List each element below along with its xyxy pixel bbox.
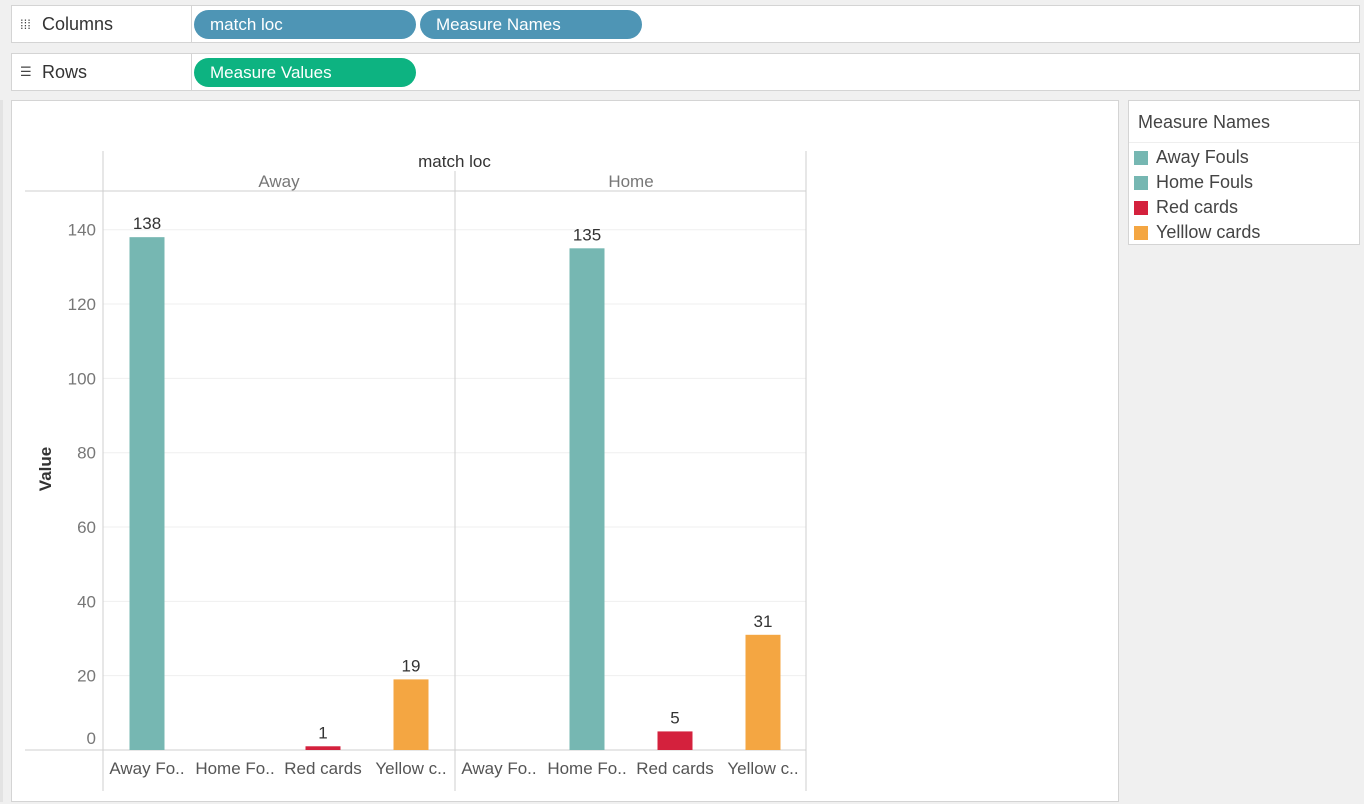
legend-item-home-fouls[interactable]: Home Fouls — [1134, 172, 1253, 193]
y-tick-label: 120 — [68, 295, 96, 314]
bar-home-2 — [657, 731, 693, 750]
viz-canvas[interactable]: match loc Away Home 0 20 40 60 80 100 120 140 Value… — [11, 100, 1119, 802]
legend-divider — [1129, 142, 1359, 143]
legend-item-away-fouls[interactable]: Away Fouls — [1134, 147, 1249, 168]
y-tick-label: 140 — [68, 221, 96, 240]
legend-card[interactable]: Measure Names Away Fouls Home Fouls Red … — [1128, 100, 1360, 245]
columns-label-text: Columns — [42, 13, 114, 34]
bar-away-0 — [129, 237, 165, 750]
x-tick-label: Yellow c.. — [375, 759, 446, 778]
bar-away-2 — [305, 746, 341, 750]
rows-label-text: Rows — [42, 61, 88, 82]
legend-item-label: Away Fouls — [1156, 147, 1249, 167]
group-header-away: Away — [258, 172, 300, 191]
legend-title: Measure Names — [1138, 112, 1271, 132]
data-label: 138 — [133, 214, 161, 233]
legend-item-red-cards[interactable]: Red cards — [1134, 197, 1238, 218]
y-tick-label: 60 — [77, 518, 96, 537]
x-tick-label: Red cards — [636, 759, 713, 778]
bar-home-3 — [745, 634, 781, 750]
rows-shelf[interactable]: ☰ Rows Measure Values — [11, 53, 1360, 91]
rows-shelf-label: ☰ Rows — [12, 54, 192, 90]
legend-item-label: Red cards — [1156, 197, 1239, 217]
x-tick-label: Away Fo.. — [461, 759, 536, 778]
columns-shelf-label: ⁞⁞⁞ Columns — [12, 6, 192, 42]
data-label: 31 — [754, 612, 773, 631]
bar-home-1 — [569, 248, 605, 751]
legend-swatch — [1134, 175, 1148, 190]
legend-item-label: Yelllow cards — [1156, 222, 1261, 242]
y-tick-label: 80 — [77, 444, 96, 463]
columns-icon: ⁞⁞⁞ — [20, 16, 31, 32]
x-tick-label: Home Fo.. — [195, 759, 274, 778]
y-tick-label: 0 — [87, 729, 96, 748]
x-tick-label: Away Fo.. — [109, 759, 184, 778]
pill-measure-names[interactable]: Measure Names — [420, 10, 642, 39]
chart-title: match loc — [418, 152, 491, 171]
left-panel-edge — [0, 100, 3, 802]
y-tick-label: 40 — [77, 592, 96, 611]
y-tick-label: 100 — [68, 369, 96, 388]
bar-away-3 — [393, 679, 429, 750]
group-header-home: Home — [608, 172, 653, 191]
x-tick-label: Yellow c.. — [727, 759, 798, 778]
rows-icon: ☰ — [20, 64, 32, 79]
y-axis-label: Value — [36, 447, 55, 491]
legend-item-yellow-cards[interactable]: Yelllow cards — [1134, 222, 1260, 243]
data-label: 19 — [402, 656, 421, 675]
pill-measure-values[interactable]: Measure Values — [194, 58, 416, 87]
legend-swatch — [1134, 200, 1148, 215]
columns-shelf[interactable]: ⁞⁞⁞ Columns match loc Measure Names — [11, 5, 1360, 43]
bar-chart[interactable]: match loc Away Home 0 20 40 60 80 100 120 140 Value… — [12, 101, 1118, 801]
data-label: 135 — [573, 225, 601, 244]
data-label: 5 — [670, 708, 679, 727]
x-tick-label: Red cards — [284, 759, 361, 778]
data-label: 1 — [318, 723, 327, 742]
y-tick-label: 20 — [77, 667, 96, 686]
pill-match-loc[interactable]: match loc — [194, 10, 416, 39]
x-tick-label: Home Fo.. — [547, 759, 626, 778]
legend-item-label: Home Fouls — [1156, 172, 1254, 192]
legend-swatch — [1134, 225, 1148, 240]
legend-swatch — [1134, 150, 1148, 165]
